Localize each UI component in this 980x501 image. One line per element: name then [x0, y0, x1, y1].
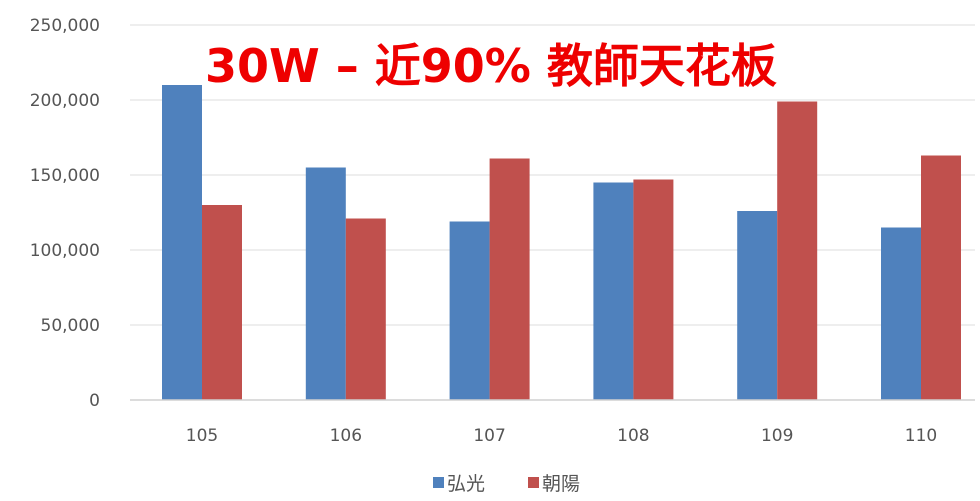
y-tick-label: 50,000	[41, 316, 100, 336]
bar-series2-109	[777, 101, 818, 400]
legend-label: 弘光	[447, 473, 485, 495]
y-tick-label: 200,000	[30, 91, 100, 111]
bar-series1-109	[737, 211, 778, 400]
bar-series1-107	[449, 221, 490, 400]
bar-series2-106	[345, 218, 386, 400]
gridlines	[130, 24, 975, 326]
bars	[162, 85, 961, 400]
y-tick-label: 250,000	[30, 16, 100, 36]
overlay-title: 30W – 近90% 教師天花板	[205, 39, 777, 93]
bar-series1-106	[305, 167, 346, 400]
legend-swatch	[528, 477, 539, 488]
bar-series1-108	[593, 182, 634, 400]
x-tick-label: 110	[905, 426, 937, 446]
x-tick-label: 108	[617, 426, 649, 446]
y-tick-label: 100,000	[30, 241, 100, 261]
bar-series1-110	[881, 227, 921, 400]
bar-series1-105	[162, 85, 202, 400]
y-tick-label: 0	[89, 391, 100, 411]
y-axis-tick-labels: 0 50,000 100,000 150,000 200,000 250,000	[30, 16, 100, 411]
x-tick-label: 106	[330, 426, 362, 446]
x-axis-tick-labels: 105 106 107 108 109 110	[186, 426, 937, 446]
x-tick-label: 109	[761, 426, 793, 446]
bar-series2-107	[489, 158, 530, 400]
x-tick-label: 105	[186, 426, 218, 446]
legend: 弘光 朝陽	[433, 473, 580, 495]
legend-swatch	[433, 477, 444, 488]
bar-series2-110	[921, 155, 961, 400]
y-tick-label: 150,000	[30, 166, 100, 186]
x-tick-label: 107	[473, 426, 505, 446]
bar-series2-108	[633, 179, 674, 400]
legend-label: 朝陽	[542, 473, 580, 495]
bar-series2-105	[202, 205, 242, 400]
